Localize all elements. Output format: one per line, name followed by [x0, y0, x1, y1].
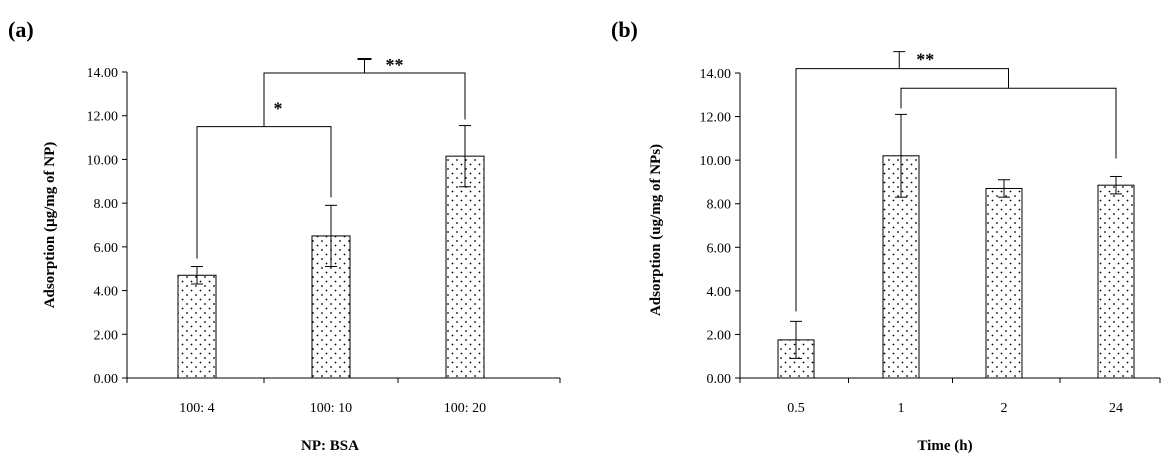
- significance-bracket: **: [795, 50, 1009, 312]
- y-tick-label: 0.00: [707, 372, 732, 387]
- y-tick-label: 6.00: [94, 241, 119, 256]
- bars-a: [177, 155, 485, 379]
- x-tick-label: 100: 4: [179, 401, 214, 416]
- y-tick-label: 2.00: [707, 328, 732, 343]
- y-tick-label: 0.00: [94, 372, 119, 387]
- bar: [445, 155, 485, 379]
- significance-label: *: [274, 99, 283, 119]
- error-bar: [790, 320, 802, 359]
- significance-label: **: [386, 55, 404, 75]
- y-axis-b: 0.00 2.00 4.00 6.00 8.00 10.00 12.00 14.00: [700, 67, 741, 387]
- y-tick-label: 8.00: [94, 197, 119, 212]
- y-tick-label: 8.00: [707, 198, 732, 213]
- significance-label: **: [916, 50, 934, 70]
- error-bars-b: [790, 113, 1122, 359]
- y-tick-label: 4.00: [94, 285, 119, 300]
- x-tick-label: 100: 20: [444, 401, 486, 416]
- bar: [985, 187, 1023, 379]
- bracket-line: [196, 126, 332, 259]
- bracket-line: [900, 87, 1117, 159]
- chart-panel-a: (a) Adsorption (µg/mg of NP) NP: BSA 0.0…: [8, 17, 561, 454]
- y-axis-title-b: Adsorption (ug/mg of NPs): [648, 144, 664, 316]
- bar: [177, 274, 217, 379]
- x-tick-label: 100: 10: [310, 401, 352, 416]
- x-tick-label: 1: [898, 401, 905, 416]
- bar: [1097, 184, 1135, 379]
- y-tick-label: 4.00: [707, 285, 732, 300]
- y-tick-label: 10.00: [87, 153, 119, 168]
- error-bar: [191, 266, 203, 285]
- bracket-line: [263, 72, 466, 127]
- y-tick-label: 14.00: [700, 67, 732, 82]
- error-bar: [325, 204, 337, 268]
- significance-bracket: [900, 87, 1117, 159]
- x-axis-title-b: Time (h): [917, 438, 972, 454]
- x-tick-label: 2: [1001, 401, 1008, 416]
- y-tick-label: 6.00: [707, 241, 732, 256]
- significance-a: ***: [196, 55, 466, 259]
- error-bars-a: [191, 125, 471, 285]
- significance-bracket: **: [263, 55, 466, 127]
- x-axis-title-a: NP: BSA: [301, 438, 359, 454]
- bars-b: [777, 155, 1135, 379]
- x-tick-label: 24: [1109, 401, 1123, 416]
- x-axis-b: 0.5 1 2 24: [739, 377, 1161, 416]
- y-tick-label: 14.00: [87, 66, 119, 81]
- x-axis-a: 100: 4 100: 10 100: 20: [126, 377, 561, 416]
- y-tick-label: 12.00: [700, 111, 732, 126]
- error-bar: [895, 113, 907, 198]
- error-bar: [998, 179, 1010, 198]
- x-tick-label: 0.5: [787, 401, 805, 416]
- y-tick-label: 10.00: [700, 154, 732, 169]
- significance-b: **: [795, 50, 1117, 312]
- panel-label-b: (b): [611, 17, 638, 42]
- y-axis-title-a: Adsorption (µg/mg of NP): [42, 142, 58, 309]
- y-tick-label: 12.00: [87, 110, 119, 125]
- y-tick-label: 2.00: [94, 328, 119, 343]
- error-bar: [459, 125, 471, 188]
- chart-panel-b: (b) Adsorption (ug/mg of NPs) Time (h) 0…: [611, 17, 1161, 454]
- error-bar: [1110, 175, 1122, 195]
- panel-label-a: (a): [8, 17, 34, 42]
- y-axis-a: 0.00 2.00 4.00 6.00 8.00 10.00 12.00 14.00: [87, 66, 128, 387]
- bracket-line: [795, 68, 1009, 312]
